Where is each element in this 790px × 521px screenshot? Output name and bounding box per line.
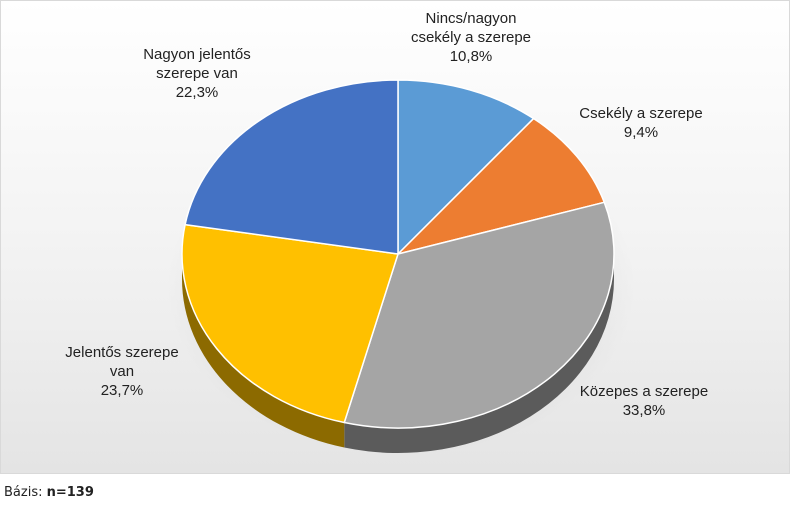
pie-category-label: Közepes a szerepe	[580, 383, 708, 400]
pie-slices	[181, 79, 615, 429]
pie-value-label: 9,4%	[624, 124, 658, 141]
pie-value-label: 23,7%	[101, 382, 144, 399]
chart-area: Nincs/nagyon csekély a szerepe 10,8% Csekél…	[0, 0, 790, 474]
pie-category-label: csekély a szerepe	[411, 29, 531, 46]
pie-slice-nincs-nagyon-csekely-a-szerepe	[397, 79, 535, 255]
pie-value-label: 10,8%	[450, 48, 493, 65]
pie-slice-jelentos-szerepe-van	[181, 223, 399, 424]
pie-category-label: van	[110, 363, 134, 380]
pie-category-label: Jelentős szerepe	[65, 344, 178, 361]
pie-side-kozepes-a-szerepe	[344, 254, 614, 453]
pie-chart: Nincs/nagyon csekély a szerepe 10,8% Csekél…	[65, 10, 708, 456]
pie-label-nincs-nagyon-csekely-a-szerepe: Nincs/nagyon csekély a szerepe 10,8%	[411, 10, 531, 65]
pie-value-label: 22,3%	[176, 84, 219, 101]
pie-category-label: szerepe van	[156, 65, 238, 82]
pie-slice-nagyon-jelentos-szerepe-van	[184, 79, 399, 255]
pie-label-jelentos-szerepe-van: Jelentős szerepe van 23,7%	[65, 344, 178, 399]
pie-depth	[182, 254, 614, 453]
pie-label-csekely-a-szerepe: Csekély a szerepe 9,4%	[579, 105, 702, 141]
footnote-value: n=139	[46, 485, 94, 500]
pie-category-label: Nagyon jelentős	[143, 46, 251, 63]
pie-value-label: 33,8%	[623, 402, 666, 419]
pie-side-jelentos-szerepe-van	[182, 254, 345, 448]
pie-label-nagyon-jelentos-szerepe-van: Nagyon jelentős szerepe van 22,3%	[143, 46, 251, 101]
pie-category-label: Nincs/nagyon	[426, 10, 517, 27]
pie-label-kozepes-a-szerepe: Közepes a szerepe 33,8%	[580, 383, 708, 419]
pie-slice-kozepes-a-szerepe	[343, 201, 615, 429]
pie-category-label: Csekély a szerepe	[579, 105, 702, 122]
pie-labels: Nincs/nagyon csekély a szerepe 10,8% Csekél…	[65, 10, 708, 419]
base-footnote: Bázis: n=139	[4, 485, 94, 500]
footnote-prefix: Bázis:	[4, 485, 47, 500]
pie-slice-csekely-a-szerepe	[397, 117, 606, 255]
